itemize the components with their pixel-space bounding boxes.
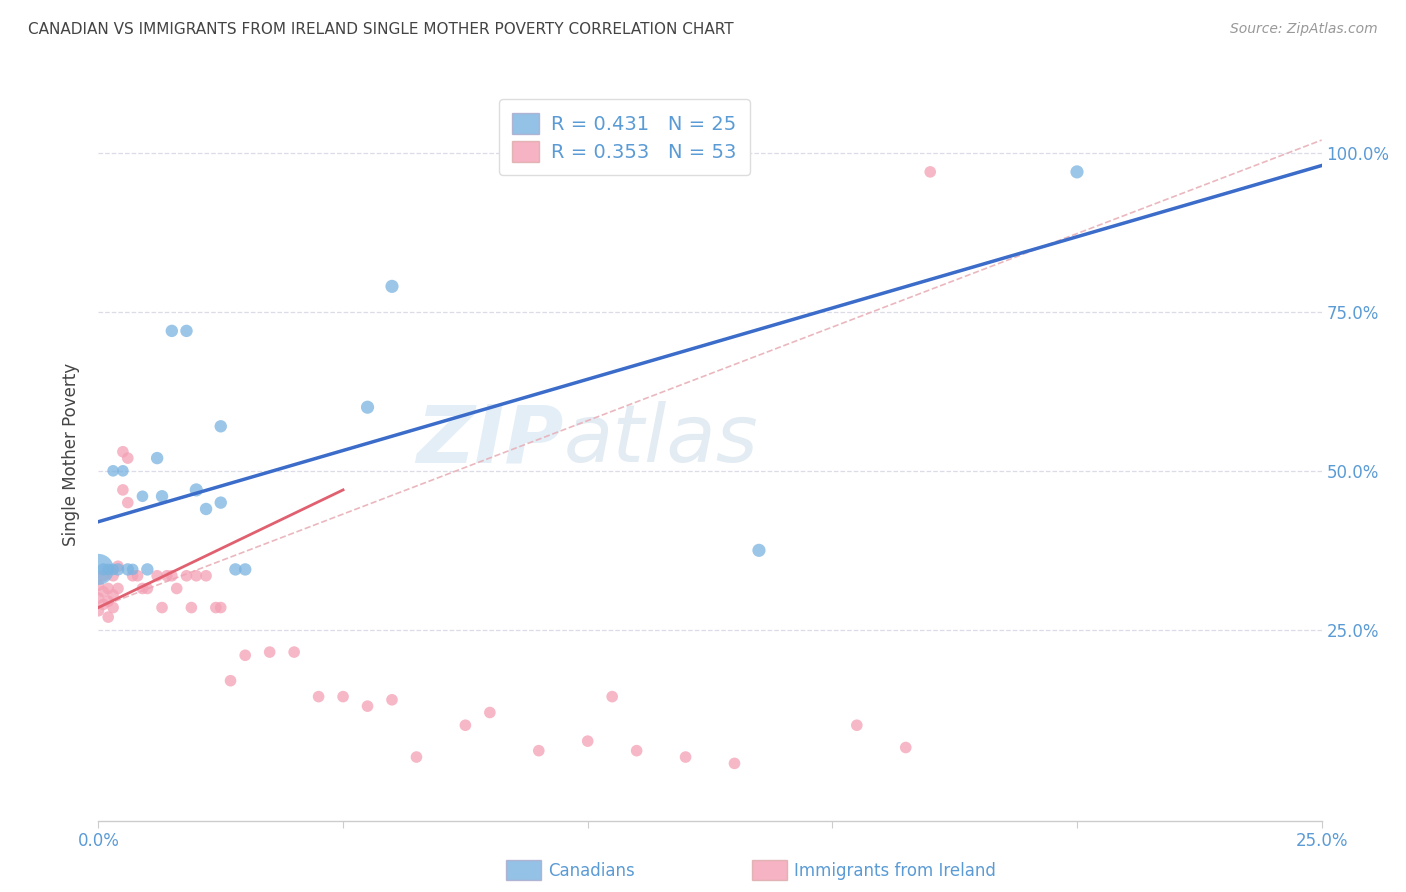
Point [97, 582, 120, 596]
Point [131, 489, 153, 503]
Point [180, 600, 202, 615]
Point [478, 706, 501, 720]
Point [127, 568, 149, 582]
Point [87, 562, 110, 576]
Point [186, 568, 208, 582]
Point [209, 495, 232, 509]
Point [117, 495, 139, 509]
Point [259, 645, 281, 659]
Point [356, 699, 378, 714]
Point [117, 562, 139, 576]
Text: CANADIAN VS IMMIGRANTS FROM IRELAND SINGLE MOTHER POVERTY CORRELATION CHART: CANADIAN VS IMMIGRANTS FROM IRELAND SING… [28, 22, 734, 37]
Point [233, 648, 256, 663]
Point [87, 578, 110, 592]
Point [136, 562, 159, 576]
Point [209, 600, 232, 615]
Point [121, 562, 143, 576]
Point [845, 718, 868, 732]
Point [101, 568, 124, 582]
Point [176, 568, 198, 582]
Point [121, 568, 143, 582]
Point [111, 483, 134, 497]
Point [150, 489, 173, 503]
Point [97, 562, 120, 576]
Point [356, 401, 378, 415]
Point [117, 451, 139, 466]
Point [91, 562, 114, 576]
Point [308, 690, 330, 704]
Point [600, 690, 623, 704]
Point [894, 740, 917, 755]
Point [626, 744, 648, 758]
Point [748, 543, 770, 558]
Point [224, 562, 246, 576]
Point [209, 419, 232, 434]
Point [107, 582, 129, 596]
Point [146, 568, 169, 582]
Point [136, 582, 159, 596]
Point [723, 756, 745, 771]
Point [405, 750, 427, 764]
Text: Canadians: Canadians [548, 862, 636, 880]
Point [107, 559, 129, 574]
Point [101, 464, 124, 478]
Point [166, 582, 188, 596]
Point [131, 582, 153, 596]
Y-axis label: Single Mother Poverty: Single Mother Poverty [62, 363, 80, 547]
Point [160, 568, 183, 582]
Point [91, 584, 114, 599]
Point [111, 464, 134, 478]
Point [186, 483, 208, 497]
Point [107, 562, 129, 576]
Text: Immigrants from Ireland: Immigrants from Ireland [794, 862, 997, 880]
Point [87, 591, 110, 605]
Text: ZIP: ZIP [416, 401, 564, 479]
Point [97, 594, 120, 608]
Point [527, 744, 550, 758]
Legend: R = 0.431   N = 25, R = 0.353   N = 53: R = 0.431 N = 25, R = 0.353 N = 53 [499, 99, 751, 176]
Text: Source: ZipAtlas.com: Source: ZipAtlas.com [1230, 22, 1378, 37]
Point [156, 568, 179, 582]
Point [91, 568, 114, 582]
Point [332, 690, 354, 704]
Point [97, 610, 120, 624]
Point [176, 324, 198, 338]
Point [195, 502, 218, 516]
Point [454, 718, 477, 732]
Point [233, 562, 256, 576]
Point [381, 279, 404, 293]
Point [205, 600, 228, 615]
Point [195, 568, 218, 582]
Point [111, 444, 134, 458]
Point [87, 604, 110, 618]
Point [101, 600, 124, 615]
Point [219, 673, 242, 688]
Point [675, 750, 697, 764]
Point [381, 693, 404, 707]
Text: atlas: atlas [564, 401, 758, 479]
Point [91, 598, 114, 612]
Point [150, 600, 173, 615]
Point [101, 562, 124, 576]
Point [920, 165, 942, 179]
Point [1066, 165, 1088, 179]
Point [101, 588, 124, 602]
Point [160, 324, 183, 338]
Point [146, 451, 169, 466]
Point [576, 734, 599, 748]
Point [283, 645, 305, 659]
